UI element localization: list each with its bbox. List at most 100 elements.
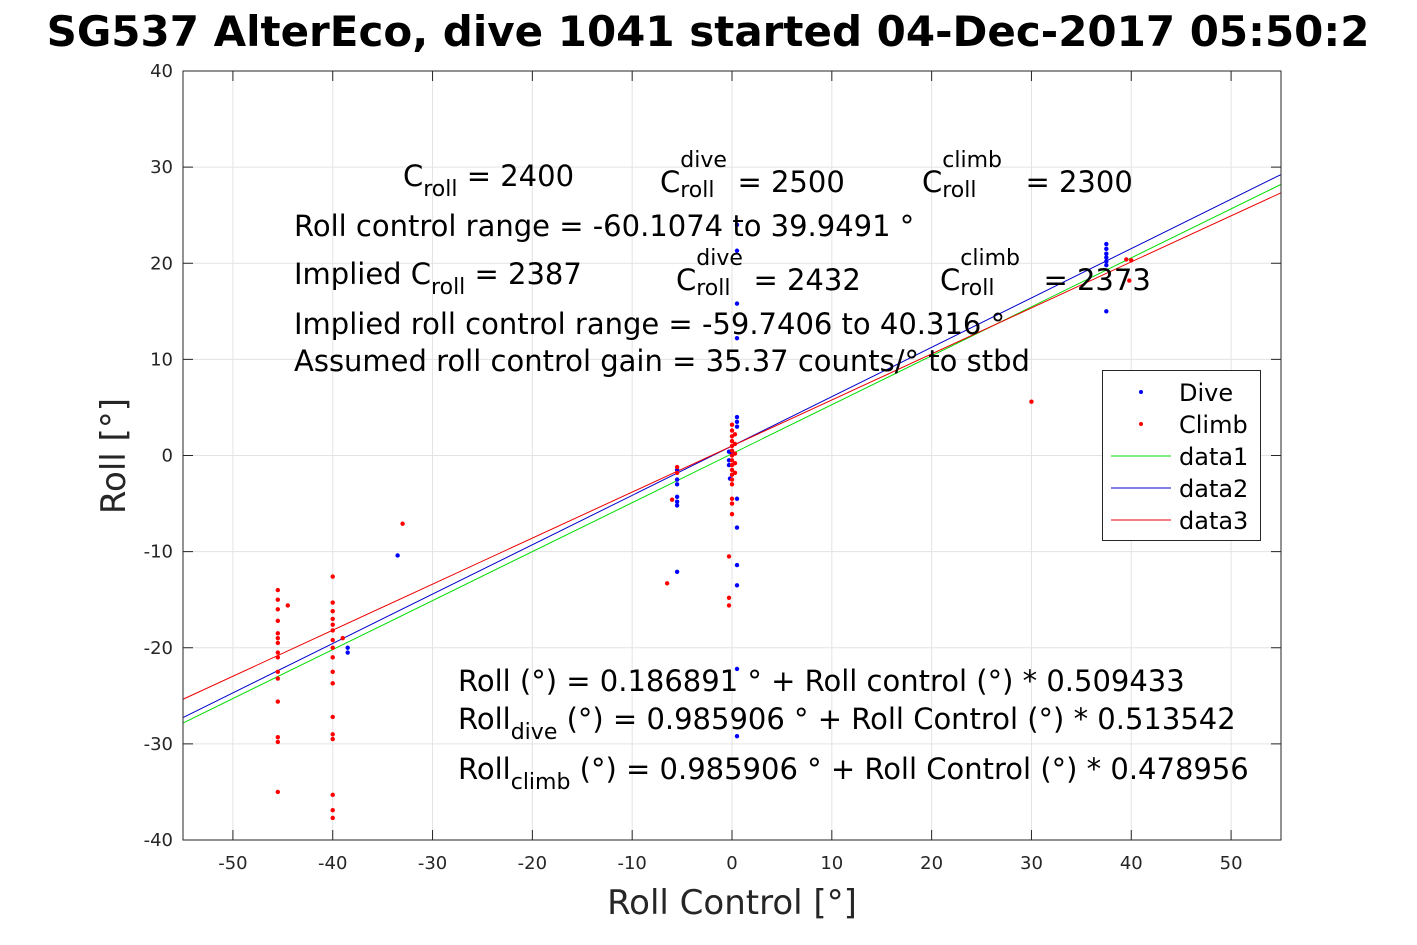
data-point-dive <box>734 419 740 425</box>
data-point-dive <box>1104 246 1109 252</box>
data-point-climb <box>1029 399 1034 404</box>
data-point-climb <box>275 676 281 681</box>
data-point-dive <box>674 477 680 482</box>
data-point-climb <box>275 640 281 646</box>
implied-range-text: Implied roll control range = -59.7406 to… <box>294 307 1006 341</box>
x-tick-label: -10 <box>617 853 646 874</box>
data-point-climb <box>285 603 291 608</box>
data-point-dive <box>734 562 740 568</box>
chart-title: SG537 AlterEco, dive 1041 started 04-Dec… <box>47 7 1370 56</box>
implied-c-roll-annotation: Implied Croll = 2387 <box>294 260 582 299</box>
data-point-climb <box>729 482 735 487</box>
implied-c-roll-prefix: Implied C <box>294 257 432 291</box>
fit-dive-rest: (°) = 0.985906 ° + Roll Control (°) * 0.… <box>557 702 1236 736</box>
data-point-climb <box>330 792 335 798</box>
data-point-climb <box>275 669 281 674</box>
data-point-dive <box>734 248 740 253</box>
y-tick-label: -20 <box>144 638 173 659</box>
data-point-climb <box>275 734 281 740</box>
data-point-dive <box>734 414 740 420</box>
legend-item-climb: Climb <box>1103 408 1260 440</box>
data-point-climb <box>732 460 738 466</box>
x-tick-label: -30 <box>418 853 447 874</box>
data-point-dive <box>674 499 680 504</box>
fit-climb-sub: climb <box>510 770 571 795</box>
roll-control-range-text: Roll control range = -60.1074 to 39.9491… <box>294 209 915 243</box>
legend-item-data2: data2 <box>1103 472 1260 504</box>
x-tick-label: -20 <box>518 853 547 874</box>
c-roll-dive-sup: dive <box>680 148 727 173</box>
x-axis-label: Roll Control [°] <box>607 883 857 923</box>
c-roll-dive-sub: roll <box>680 178 715 203</box>
y-tick-label: 0 <box>162 446 173 467</box>
data-point-dive <box>345 650 350 655</box>
fit-climb-base: Roll <box>458 752 511 786</box>
implied-climb-sup: climb <box>960 246 1020 271</box>
implied-climb-value: = 2373 <box>1034 263 1151 297</box>
implied-dive-scripts: dive roll <box>696 248 743 304</box>
data-point-dive <box>734 222 740 227</box>
data-point-climb <box>664 581 670 586</box>
data-point-climb <box>275 635 281 641</box>
data-point-climb <box>330 574 335 579</box>
x-tick-label: 10 <box>820 853 843 874</box>
y-tick-label: 10 <box>150 349 173 370</box>
c-roll-annotation: Croll = 2400 <box>403 162 574 201</box>
c-roll-value: = 2400 <box>457 159 575 193</box>
implied-climb-scripts: climb roll <box>960 248 1026 304</box>
data-point-climb <box>330 732 335 737</box>
legend-label-data1: data1 <box>1179 443 1249 471</box>
data-point-dive <box>734 424 740 429</box>
gain-text: Assumed roll control gain = 35.37 counts… <box>294 344 1030 378</box>
x-tick-label: 40 <box>1120 853 1143 874</box>
data-point-climb <box>732 432 738 437</box>
data-point-climb <box>729 501 735 506</box>
c-roll-climb-value: = 2300 <box>1016 165 1133 199</box>
data-point-dive <box>734 336 740 341</box>
data-point-climb <box>275 650 281 655</box>
data-point-climb <box>275 699 281 704</box>
y-tick-label: -30 <box>144 734 173 755</box>
data-point-climb <box>330 681 335 686</box>
fit-dive-sub: dive <box>510 720 558 745</box>
data-point-climb <box>275 597 281 602</box>
legend-dot-icon <box>1139 390 1143 394</box>
data-point-dive <box>1104 241 1109 247</box>
data-point-dive <box>734 583 740 588</box>
c-roll-climb-base: C <box>922 165 943 199</box>
c-roll-dive-base: C <box>660 165 681 199</box>
data-point-climb <box>729 438 735 444</box>
data-point-climb <box>732 470 738 476</box>
data-point-dive <box>1104 255 1109 260</box>
legend-item-data3: data3 <box>1103 504 1260 536</box>
data-point-climb <box>275 789 281 795</box>
fit-dive-text: Rolldive (°) = 0.985906 ° + Roll Control… <box>458 705 1236 744</box>
data-point-climb <box>729 448 735 453</box>
axis-ticks: -50 -40 -30 -20 -10 0 10 20 30 40 50 -40 -30 -20 -10 0 1… <box>144 61 1281 874</box>
legend-dot-icon <box>1139 422 1143 426</box>
legend-label-data3: data3 <box>1179 507 1249 535</box>
c-roll-dive-value: = 2500 <box>728 165 845 199</box>
legend-label-dive: Dive <box>1179 379 1234 407</box>
implied-dive-base: C <box>676 263 697 297</box>
data-point-dive <box>395 553 400 558</box>
data-point-climb <box>1127 278 1132 283</box>
data-point-dive <box>1104 259 1109 264</box>
legend-label-climb: Climb <box>1179 411 1248 439</box>
data-point-climb <box>330 669 335 674</box>
legend-line-icon <box>1111 455 1171 457</box>
implied-dive-sub: roll <box>696 276 731 301</box>
x-tick-label: -40 <box>318 853 347 874</box>
c-roll-base: C <box>403 159 424 193</box>
c-roll-dive-scripts: dive roll <box>680 150 727 206</box>
data-point-climb <box>275 631 281 636</box>
legend-label-data2: data2 <box>1179 475 1249 503</box>
data-point-climb <box>330 736 335 742</box>
y-axis-label: Roll [°] <box>94 398 134 514</box>
data-point-climb <box>330 815 335 821</box>
plot-series <box>182 174 1282 821</box>
